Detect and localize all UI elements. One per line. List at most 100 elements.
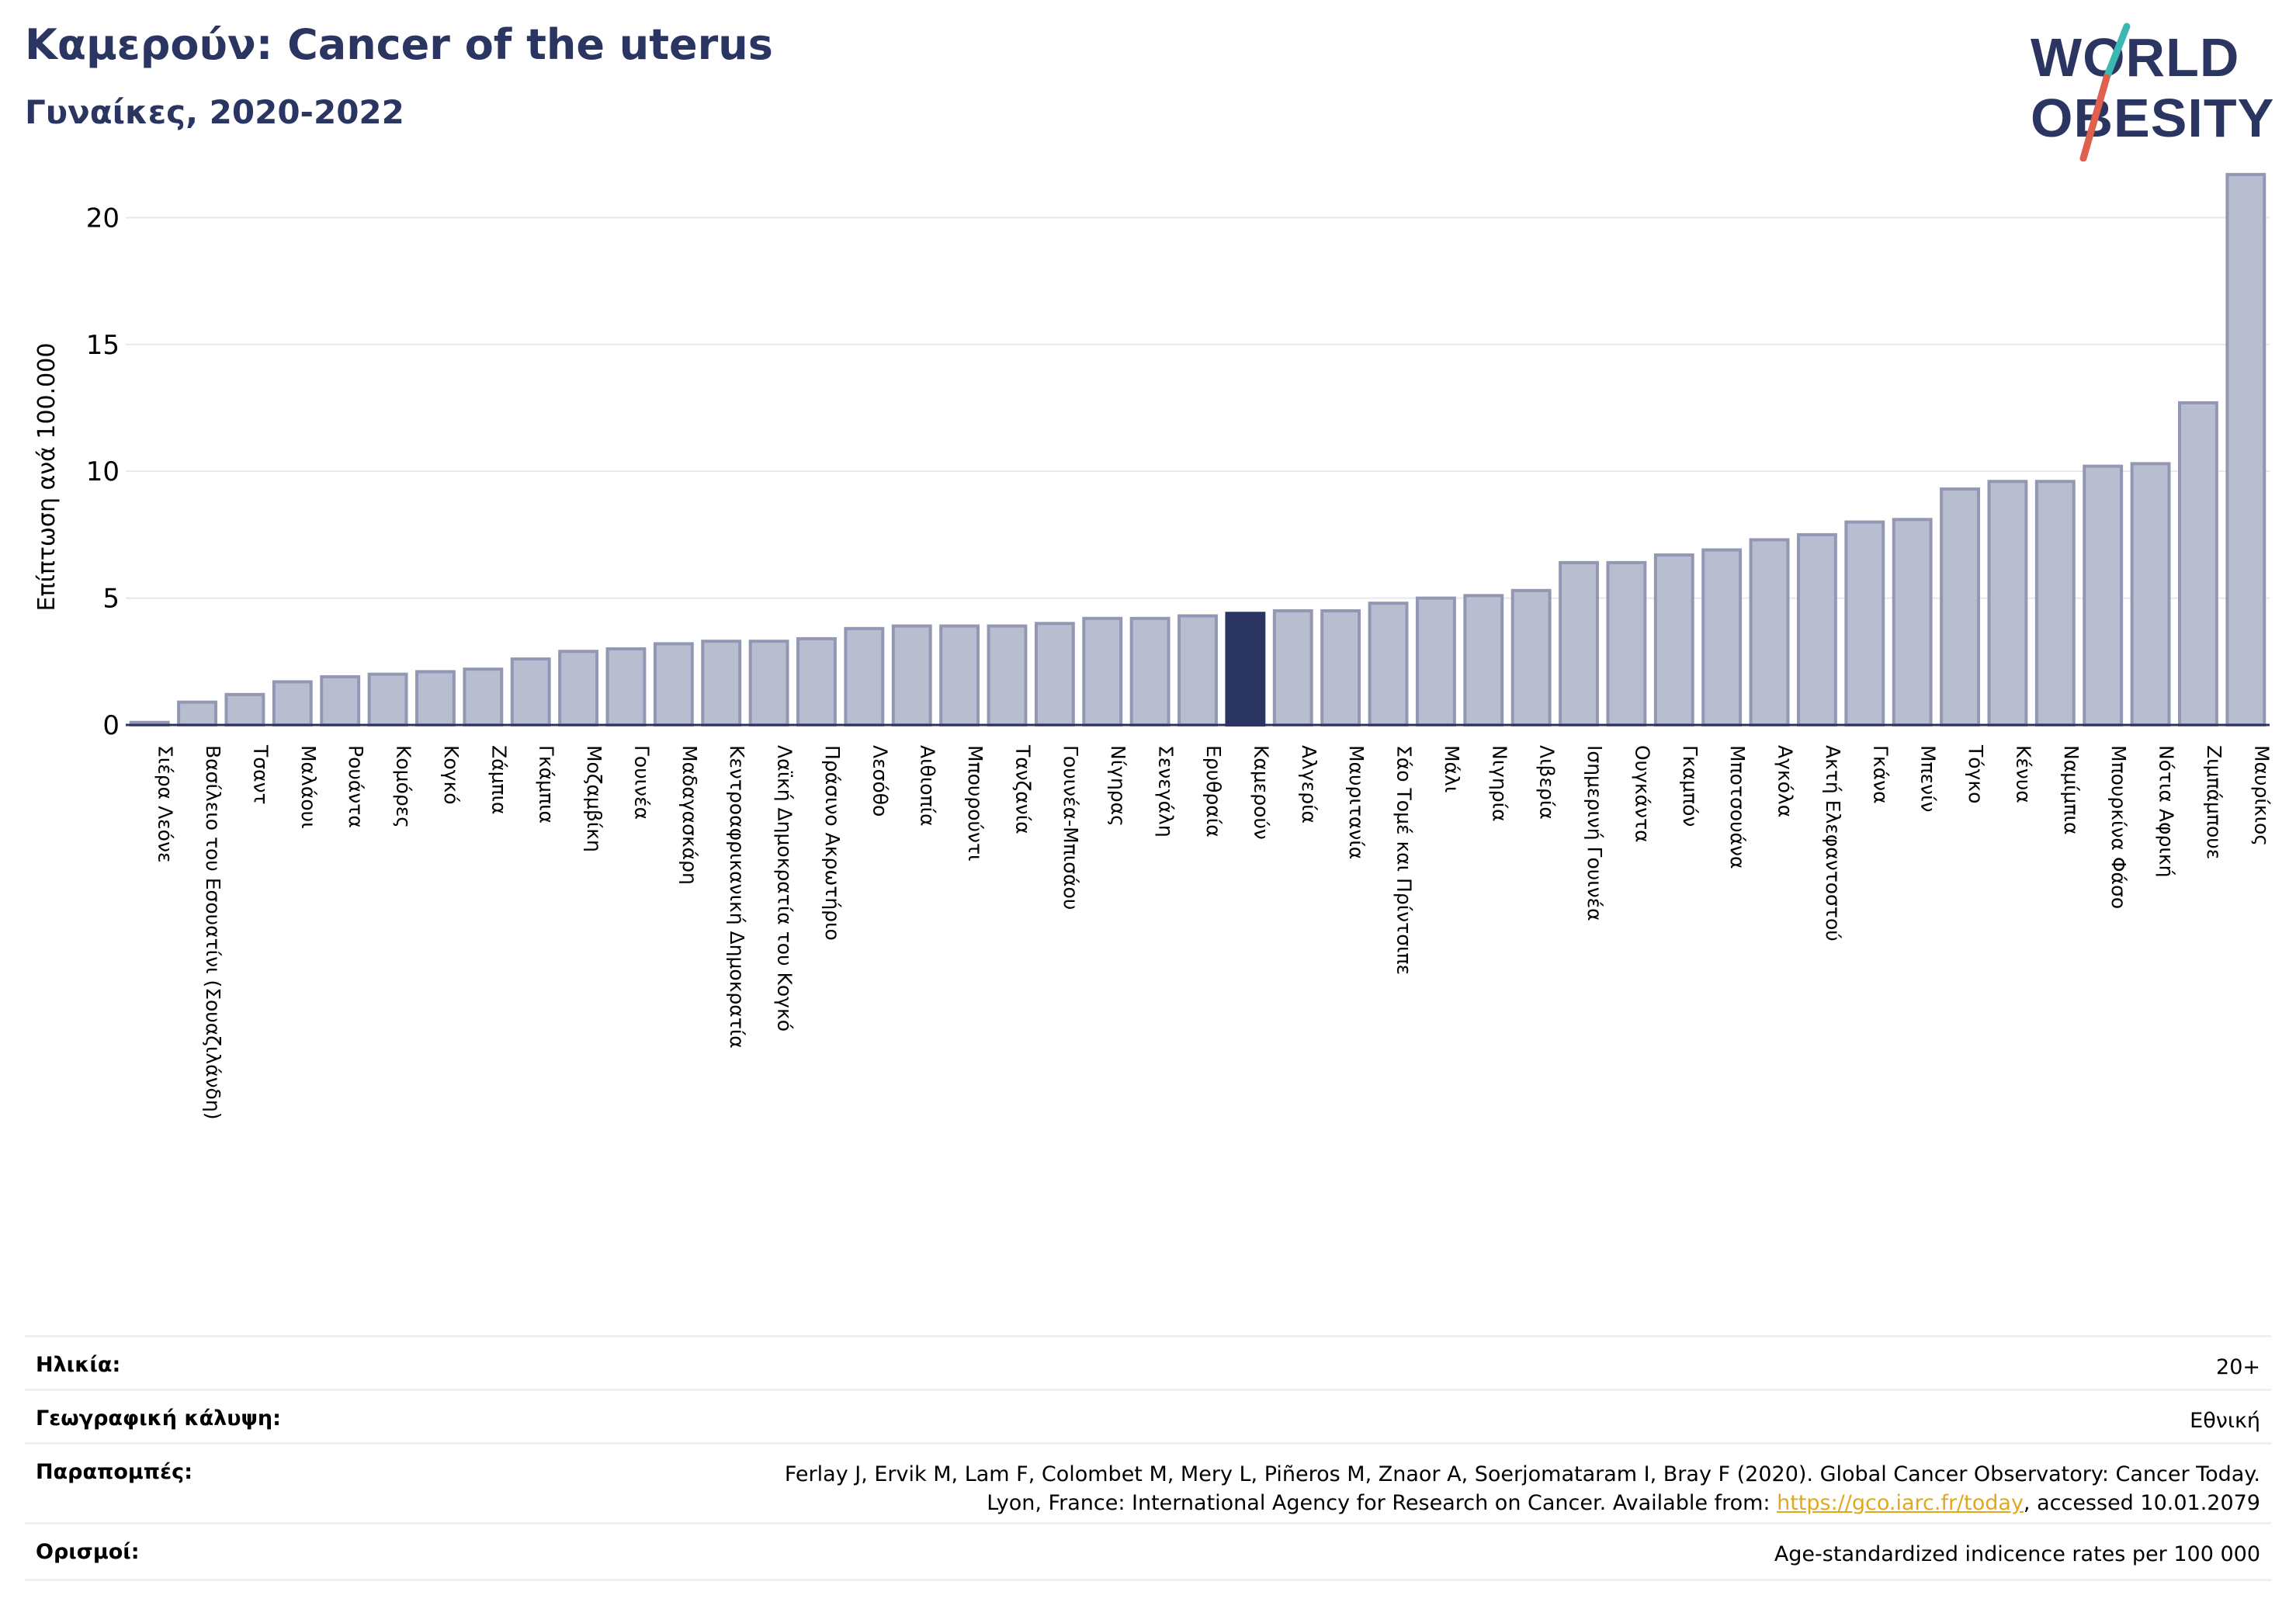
bar: [653, 642, 694, 727]
y-axis-label: Επίπτωση ανά 100.000: [33, 343, 61, 612]
x-tick-label: Μαλάουι: [297, 745, 320, 829]
x-tick-label: Μοζαμβίκη: [583, 745, 605, 852]
references-line2-prefix: Lyon, France: International Agency for R…: [987, 1491, 1777, 1515]
y-tick-label: 0: [102, 710, 120, 741]
bar: [1749, 538, 1790, 727]
y-tick-label: 15: [86, 330, 120, 361]
x-tick-label: Ρουάντα: [345, 745, 367, 828]
bar: [1129, 616, 1171, 727]
y-tick-label: 10: [86, 456, 120, 487]
x-tick-label: Ναμίμπια: [2060, 745, 2083, 834]
bar: [2225, 172, 2267, 727]
meta-coverage-value: Εθνική: [2190, 1409, 2260, 1433]
x-tick-label: Τανζανία: [1011, 744, 1034, 834]
bar: [2034, 480, 2076, 727]
meta-row-coverage: Γεωγραφική κάλυψη: Εθνική: [25, 1389, 2271, 1442]
metadata-table: Ηλικία: 20+ Γεωγραφική κάλυψη: Εθνική Πα…: [25, 1335, 2271, 1581]
x-tick-label: Μαυρίκιος: [2250, 745, 2273, 846]
bar: [939, 624, 980, 727]
x-tick-label: Μπουρούντι: [964, 745, 987, 862]
bar: [1844, 520, 1885, 727]
tick-labels: 0 5 10 15 20 Σιέρα Λεόνε Βασίλειο του Εσουατίν…: [86, 203, 2273, 1119]
bar: [1510, 588, 1552, 727]
bar: [796, 636, 837, 727]
x-tick-label: Νιγηρία: [1488, 745, 1510, 822]
x-tick-label: Κομόρες: [393, 745, 415, 828]
bars: [129, 172, 2267, 727]
bar: [748, 640, 789, 727]
x-tick-label: Γκάμπια: [536, 745, 558, 824]
x-tick-label: Μποτσουάνα: [1726, 745, 1749, 869]
bar: [1987, 480, 2028, 727]
meta-row-age: Ηλικία: 20+: [25, 1335, 2271, 1389]
x-tick-label: Καμερούν: [1250, 745, 1272, 840]
x-tick-label: Νίγηρας: [1107, 745, 1129, 827]
chart-subtitle: Γυναίκες, 2020-2022: [25, 93, 404, 131]
y-tick-label: 5: [102, 584, 120, 615]
x-tick-label: Πράσινο Ακρωτήριο: [821, 745, 844, 941]
bar: [224, 692, 265, 727]
chart-title: Καμερούν: Cancer of the uterus: [25, 20, 773, 69]
bar: [558, 650, 599, 727]
x-tick-label: Αιθιοπία: [917, 745, 939, 827]
x-tick-label: Σιέρα Λεόνε: [154, 745, 177, 862]
bar: [1463, 594, 1504, 727]
bar: [2130, 462, 2171, 727]
bar: [1272, 609, 1313, 727]
x-tick-label: Αγκόλα: [1774, 745, 1797, 817]
x-tick-label: Γουινέα: [630, 745, 653, 820]
x-tick-label: Λιβερία: [1536, 745, 1559, 820]
x-tick-label: Νότια Αφρική: [2156, 745, 2178, 877]
meta-definitions-value: Age-standardized indicence rates per 100…: [1774, 1542, 2260, 1566]
meta-references-value: Ferlay J, Ervik M, Lam F, Colombet M, Me…: [785, 1460, 2260, 1517]
bar: [2083, 464, 2124, 727]
bar-chart: 0 5 10 15 20 Σιέρα Λεόνε Βασίλειο του Εσουατίν…: [33, 172, 2273, 1119]
x-tick-label: Κογκό: [440, 745, 463, 805]
bar: [1177, 614, 1218, 727]
bar: [605, 647, 647, 727]
world-obesity-logo: WORLD OBESITY: [2031, 23, 2274, 161]
x-tick-label: Αλγερία: [1298, 745, 1320, 824]
bar: [844, 626, 885, 727]
meta-row-definitions: Ορισμοί: Age-standardized indicence rate…: [25, 1522, 2271, 1581]
bar: [891, 624, 932, 727]
bar: [415, 670, 456, 727]
meta-age-value: 20+: [2216, 1355, 2260, 1379]
x-tick-label: Τόγκο: [1965, 744, 1987, 803]
x-tick-label: Ζιμπάμπουε: [2203, 745, 2225, 859]
x-tick-label: Ερυθραία: [1202, 745, 1225, 838]
bar: [320, 675, 361, 727]
bar: [510, 657, 551, 727]
x-tick-label: Γκαμπόν: [1679, 745, 1701, 827]
bar: [367, 672, 408, 727]
bar: [272, 680, 313, 727]
x-tick-label: Σενεγάλη: [1155, 745, 1177, 838]
bar-highlighted: [1225, 612, 1266, 727]
logo-text-obesity: OBESITY: [2031, 88, 2274, 148]
bar: [1701, 548, 1743, 727]
meta-definitions-label: Ορισμοί:: [36, 1540, 140, 1564]
logo-slash-red: [2079, 74, 2110, 161]
x-tick-label: Τσαντ: [249, 744, 272, 805]
y-tick-label: 20: [86, 203, 120, 234]
x-tick-label: Μπουρκίνα Φάσο: [2107, 745, 2130, 909]
x-tick-label: Ζάμπια: [487, 745, 510, 815]
x-tick-label: Κεντροαφρικανική Δημοκρατία: [726, 745, 748, 1049]
meta-coverage-label: Γεωγραφική κάλυψη:: [36, 1406, 281, 1431]
logo-slash-teal: [2103, 23, 2131, 81]
references-line1: Ferlay J, Ervik M, Lam F, Colombet M, Me…: [784, 1462, 2260, 1486]
bar: [463, 668, 504, 727]
x-tick-label: Μπενίν: [1917, 745, 1940, 813]
bar: [1415, 596, 1456, 727]
x-tick-label: Μάλι: [1441, 745, 1463, 792]
bar: [1368, 602, 1409, 727]
bar: [1892, 518, 1933, 727]
x-tick-label: Κένυα: [2012, 745, 2034, 803]
references-link[interactable]: https://gco.iarc.fr/today: [1777, 1491, 2024, 1515]
bar: [1034, 622, 1075, 727]
bar: [1320, 609, 1361, 727]
x-tick-label: Ακτή Ελεφαντοστού: [1822, 745, 1844, 942]
x-tick-label: Μαυριτανία: [1345, 745, 1368, 859]
x-tick-label: Ισημερινή Γουινέα: [1583, 745, 1606, 921]
bar: [1082, 616, 1123, 727]
